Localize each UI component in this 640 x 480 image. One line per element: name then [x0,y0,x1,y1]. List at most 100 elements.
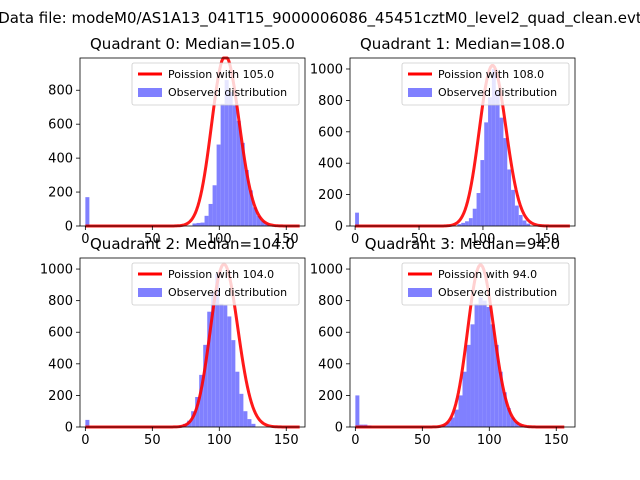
histogram-bar [212,185,217,226]
legend-observed-swatch [408,288,432,297]
histogram-bar [468,218,473,226]
legend-observed-swatch [138,288,162,297]
quadrant-panels: 0 50 100 150 0 200 400 600 800 Quadrant 0: Median… [40,35,576,448]
legend-observed-label: Observed distribution [438,286,557,299]
histogram-bar [247,419,252,427]
x-tick-label: 0 [81,232,89,247]
histogram-bar [248,190,253,226]
histogram-bar [215,273,220,427]
histogram-bar [244,170,249,226]
y-tick-label: 800 [318,94,343,109]
figure-title: Data file: modeM0/AS1A13_041T15_90000060… [0,9,640,28]
histogram-bar [494,344,499,427]
x-tick-label: 100 [207,232,232,247]
y-tick-label: 400 [48,152,73,167]
y-tick-label: 600 [48,118,73,133]
x-tick-label: 150 [534,232,559,247]
x-tick-label: 100 [207,433,232,448]
y-tick-label: 200 [48,389,73,404]
axes-frame [79,257,306,428]
histogram-bar [211,292,216,427]
panel-title: Quadrant 3: Median=94.0 [365,235,560,253]
histogram-bar [195,396,200,427]
legend-box [131,262,300,306]
y-tick-label: 800 [48,294,73,309]
y-tick-label: 800 [318,294,343,309]
legend: Poission with 105.0 Observed distribution [131,62,300,106]
histogram-bar [204,215,209,226]
legend-observed-label: Observed distribution [438,86,557,99]
histogram-bar [478,297,483,427]
histogram-bar [511,189,515,226]
y-tick-label: 200 [48,186,73,201]
histogram-bar [484,122,489,226]
x-tick-label: 100 [471,232,496,247]
y-tick-label: 600 [318,125,343,140]
histogram-bar [240,142,245,226]
histogram-bar [486,306,491,427]
legend-observed-label: Observed distribution [168,86,287,99]
histogram-bar [85,419,90,427]
x-tick-label: 50 [414,433,431,448]
y-tick-label: 200 [318,188,343,203]
legend-poisson-label: Poission with 104.0 [168,268,274,281]
histogram-bar [208,203,213,226]
y-tick-label: 0 [335,421,343,436]
legend-box [131,62,300,106]
histogram-bar [228,91,233,226]
histogram-bar [243,411,248,427]
histogram-bar [192,223,197,226]
axes-frame [79,57,306,227]
histogram-bar [251,423,256,427]
histogram-bar [461,222,466,226]
histogram-bar [196,222,201,226]
quadrant-1-chart: 0 50 100 150 0 200 400 600 800 1000 Quadrant 1: Me… [310,35,576,247]
x-tick-label: 50 [144,433,161,448]
y-tick-label: 800 [48,84,73,99]
y-tick-label: 600 [318,326,343,341]
histogram-bar [488,97,492,226]
histogram-bar [220,103,225,226]
histogram-bar [518,215,523,226]
legend: Poission with 104.0 Observed distribution [131,262,300,306]
histogram-bar [355,212,359,226]
legend-poisson-label: Poission with 94.0 [438,268,537,281]
x-tick-label: 0 [81,433,89,448]
histogram-bar [476,193,481,226]
histogram-bar [200,222,205,226]
histogram-bar [502,392,507,427]
legend-poisson-label: Poission with 108.0 [438,68,544,81]
x-tick-label: 0 [351,232,359,247]
histogram-bar [231,340,236,427]
histogram-bar [260,220,265,226]
histogram-bar [522,220,527,226]
histogram-bar [498,371,503,427]
y-tick-label: 1000 [40,263,73,278]
histogram-bar [252,207,257,226]
legend-box [401,62,570,106]
histogram-bar [470,324,475,427]
axes-frame [349,57,576,227]
histogram-bar [507,169,512,226]
legend-observed-swatch [138,88,162,97]
x-tick-label: 0 [351,433,359,448]
histogram-bar [490,324,495,427]
histogram-bar [199,374,204,427]
histogram-bar [454,409,459,427]
y-tick-label: 400 [48,357,73,372]
x-tick-label: 50 [144,232,161,247]
x-tick-label: 100 [477,433,502,448]
panel-title: Quadrant 0: Median=105.0 [90,35,295,53]
histogram-bar [236,120,241,226]
histogram-bar [458,395,463,427]
panel-title: Quadrant 1: Median=108.0 [360,35,565,53]
histogram-bar [224,80,229,226]
y-tick-label: 400 [318,357,343,372]
y-tick-label: 400 [318,157,343,172]
y-tick-label: 600 [48,326,73,341]
y-tick-label: 0 [335,220,343,235]
histogram-bar [239,393,244,427]
